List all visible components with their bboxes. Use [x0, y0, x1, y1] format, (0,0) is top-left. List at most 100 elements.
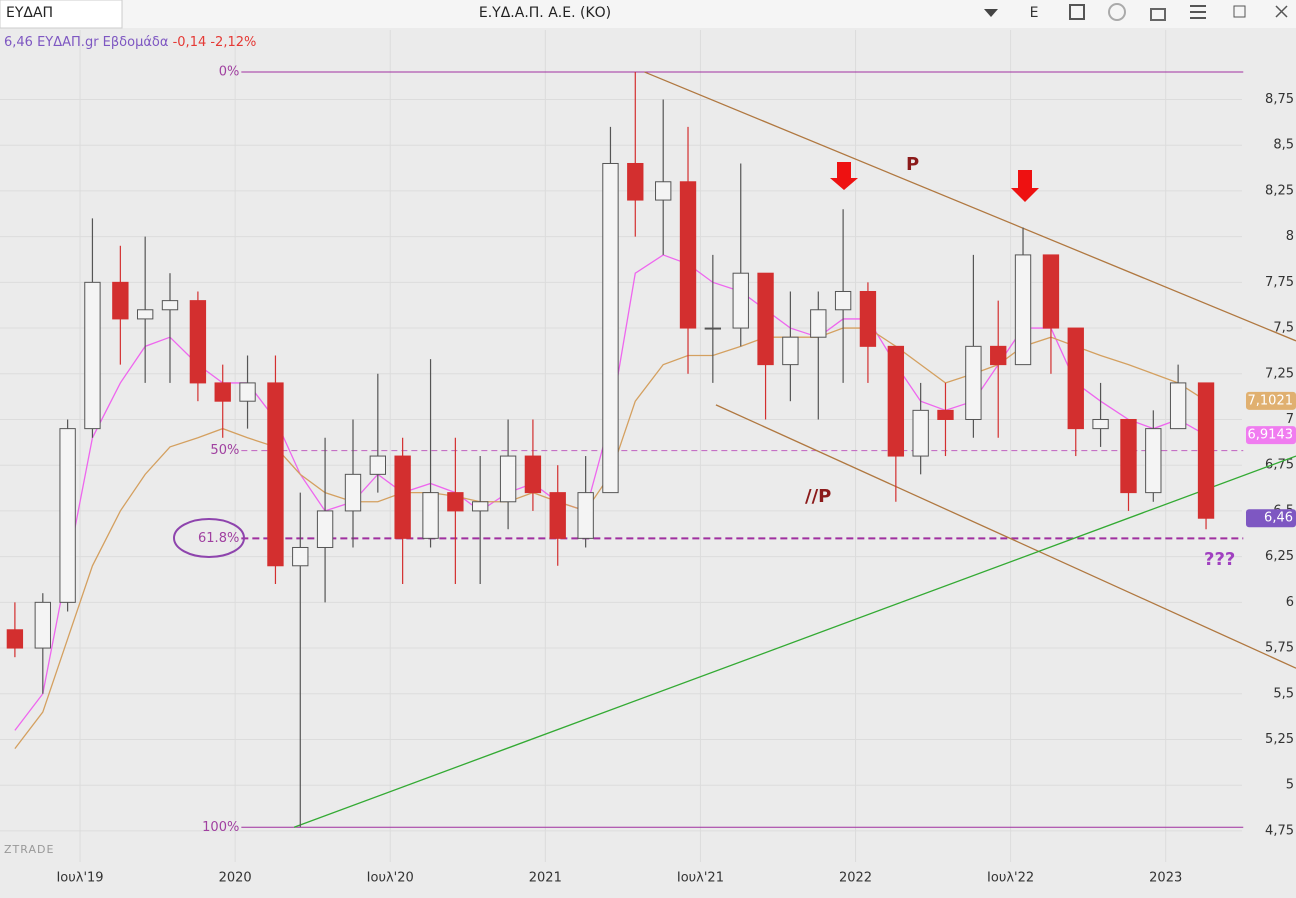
y-tick-label: 6,75 — [1265, 458, 1294, 473]
candle-body — [1169, 382, 1187, 430]
candle-body — [369, 455, 386, 475]
close-button[interactable] — [1275, 5, 1288, 18]
annotation: P — [906, 154, 919, 175]
y-tick-label: 5 — [1286, 778, 1294, 793]
y-tick-label: 8,5 — [1273, 138, 1294, 153]
menu-button[interactable] — [1190, 5, 1206, 19]
candle-body — [549, 492, 566, 539]
x-tick-label: Ιουλ'22 — [987, 871, 1034, 886]
toolbar-button[interactable] — [1108, 3, 1126, 21]
arrow — [830, 162, 858, 190]
candle-body — [757, 272, 774, 366]
y-tick-label: 5,5 — [1273, 686, 1294, 701]
title-bar — [0, 0, 1296, 28]
candle-body — [704, 327, 722, 330]
last-value-label: 7,1021 — [1248, 393, 1294, 408]
last-value-badge — [1246, 426, 1296, 445]
candle-body — [1145, 428, 1162, 494]
watermark: ZTRADE — [4, 843, 54, 856]
maximize-button[interactable] — [1233, 5, 1246, 18]
y-tick-label: 7,25 — [1265, 366, 1294, 381]
toolbar-button[interactable]: E — [1030, 5, 1039, 21]
candle-body — [602, 162, 619, 494]
y-tick-label: 4,75 — [1265, 823, 1294, 838]
y-tick-label: 8,75 — [1265, 92, 1294, 107]
candle-body — [965, 345, 982, 420]
x-tick-label: 2021 — [529, 871, 562, 886]
last-value-badge — [1246, 509, 1296, 528]
window-title: Ε.ΥΔ.Α.Π. Α.Ε. (ΚΟ) — [479, 5, 611, 21]
candle-body — [472, 501, 489, 512]
toolbar-button[interactable] — [1150, 8, 1166, 21]
candle-body — [679, 181, 697, 329]
candle-body — [912, 409, 929, 457]
candle-body — [84, 281, 101, 430]
highlight-ellipse — [173, 518, 245, 558]
trendline — [715, 404, 1296, 669]
candle-body — [112, 281, 129, 320]
subtitle-price: 6,46 — [4, 35, 33, 50]
candle-body — [34, 601, 51, 649]
x-tick-label: Ιουλ'20 — [367, 871, 414, 886]
candle-body — [1092, 418, 1109, 430]
candle-body — [887, 345, 905, 457]
candle-body — [267, 382, 284, 567]
fib-label: 61.8% — [198, 531, 239, 546]
candle-body — [6, 629, 24, 649]
candle-body — [1120, 418, 1137, 494]
candle-body — [316, 510, 334, 548]
x-tick-label: Ιουλ'19 — [56, 871, 103, 886]
candle-body — [189, 300, 207, 384]
subtitle-name: ΕΥΔΑΠ.gr Εβδομάδα — [37, 35, 168, 50]
annotation: ??? — [1204, 549, 1235, 570]
y-tick-label: 7,75 — [1265, 275, 1294, 290]
toolbar-button[interactable] — [1069, 4, 1085, 20]
candle-body — [161, 300, 179, 311]
x-tick-label: 2023 — [1149, 871, 1182, 886]
candle-body — [524, 455, 542, 494]
candle-body — [655, 181, 672, 201]
candle-body — [422, 492, 439, 539]
y-tick-label: 5,25 — [1265, 732, 1294, 747]
last-value-badge — [1246, 391, 1296, 410]
candle-body — [810, 309, 827, 338]
candle-body — [214, 382, 231, 402]
y-tick-label: 8,25 — [1265, 183, 1294, 198]
candle-body — [1014, 254, 1032, 366]
y-tick-label: 5,75 — [1265, 641, 1294, 656]
last-value-label: 6,9143 — [1248, 428, 1294, 443]
tab[interactable] — [0, 0, 123, 29]
candle-body — [859, 290, 877, 347]
candle-body — [239, 382, 256, 402]
y-tick-label: 7,5 — [1273, 321, 1294, 336]
candle-body — [1042, 254, 1060, 329]
trendline — [293, 455, 1296, 828]
trendline — [644, 71, 1296, 342]
arrow — [1011, 170, 1039, 202]
candle-body — [732, 272, 749, 329]
subtitle: 6,46 ΕΥΔΑΠ.gr Εβδομάδα -0,14 -2,12% — [4, 35, 256, 50]
candle-body — [447, 492, 464, 512]
y-tick-label: 6 — [1286, 595, 1294, 610]
candle-body — [394, 455, 411, 539]
x-tick-label: 2022 — [839, 871, 872, 886]
candle-body — [990, 345, 1007, 366]
plot-area: 4,7555,255,55,7566,256,56,7577,257,57,75… — [0, 30, 1296, 886]
dropdown[interactable] — [984, 9, 998, 17]
x-tick-label: Ιουλ'21 — [677, 871, 724, 886]
candle-body — [136, 309, 154, 320]
candle-body — [834, 290, 852, 311]
y-tick-label: 6,25 — [1265, 549, 1294, 564]
candle-body — [577, 492, 594, 539]
subtitle-change: -0,14 -2,12% — [173, 35, 257, 50]
annotation: //P — [805, 486, 831, 507]
candle-body — [937, 409, 954, 420]
candle-body — [627, 162, 644, 201]
candle-body — [344, 473, 362, 512]
candle-body — [1067, 327, 1084, 430]
fib-label: 50% — [210, 443, 239, 458]
x-tick-label: 2020 — [219, 871, 252, 886]
candle-body — [292, 546, 309, 567]
fib-label: 0% — [219, 65, 240, 80]
